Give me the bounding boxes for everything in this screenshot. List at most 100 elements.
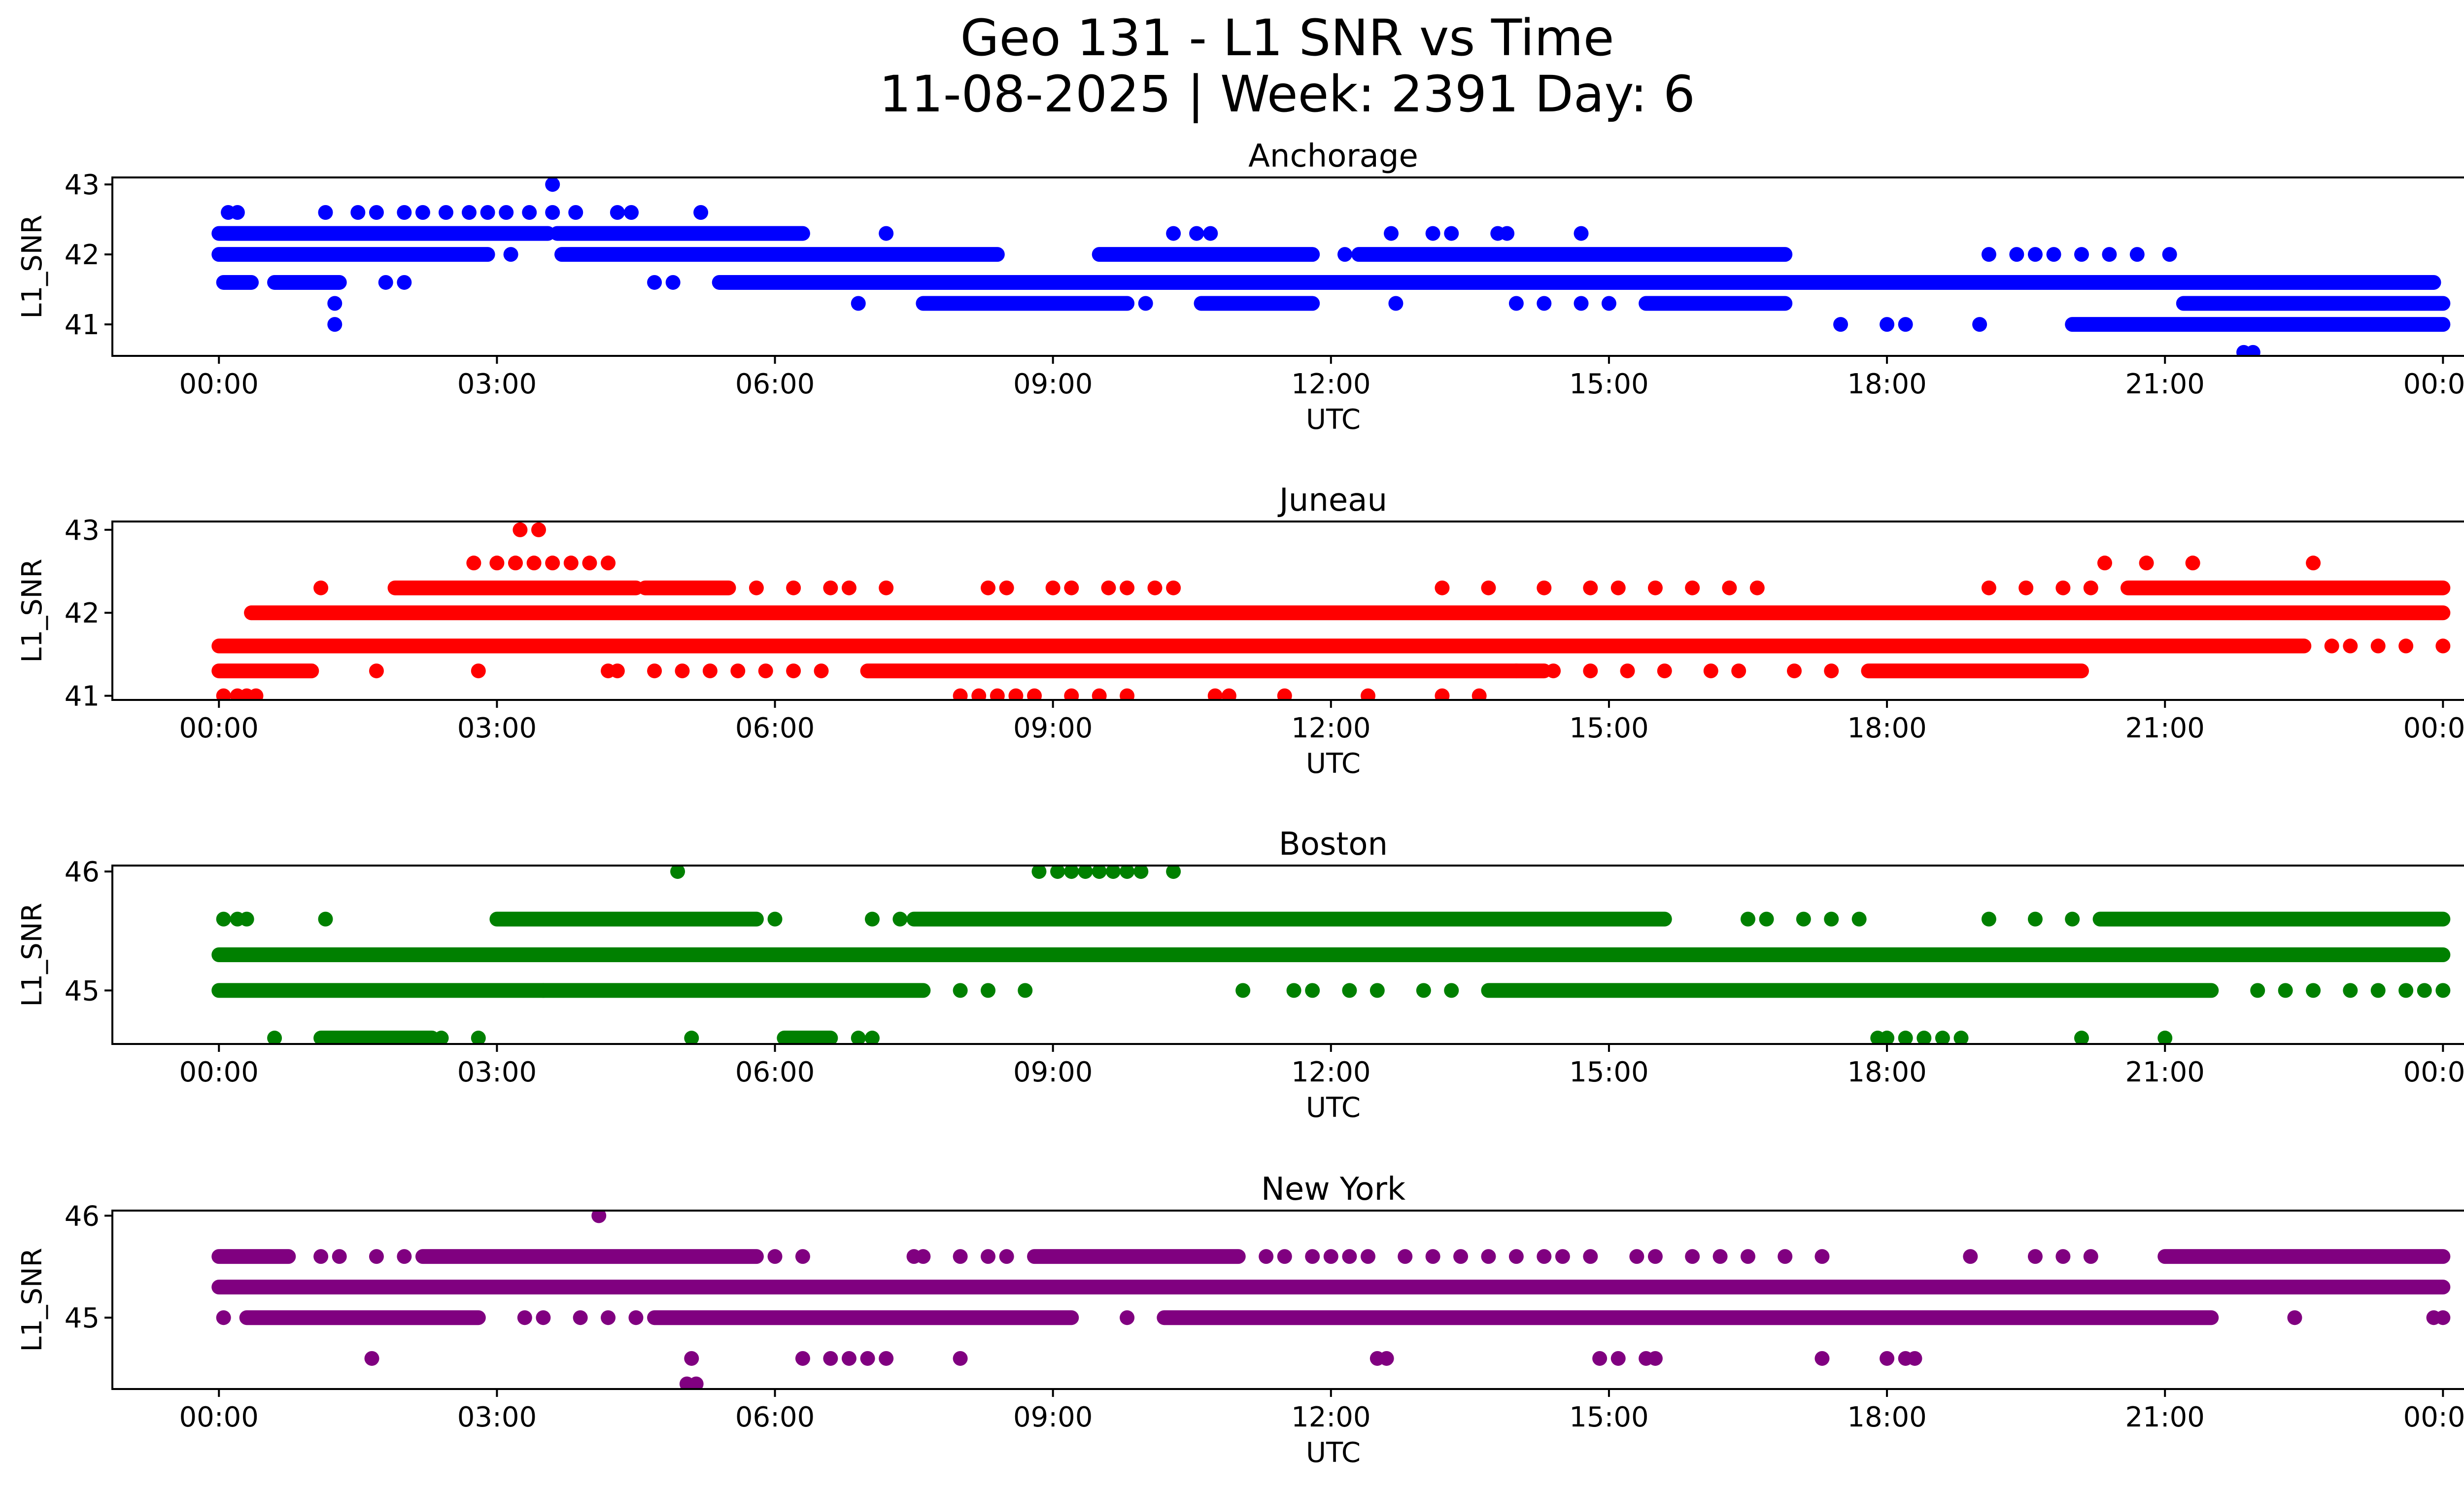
data-point <box>415 205 430 220</box>
data-point <box>1444 983 1459 998</box>
x-tick-label: 00:00 <box>2403 1401 2464 1433</box>
data-point <box>1384 226 1399 241</box>
data-point <box>2139 556 2154 571</box>
data-point <box>1907 1351 1922 1366</box>
data-point <box>1824 911 1839 927</box>
axes-frame <box>111 1210 2464 1390</box>
data-point <box>1092 688 1107 700</box>
data-point <box>1078 866 1093 879</box>
data-point <box>1583 663 1598 679</box>
data-point <box>1101 580 1116 595</box>
data-point <box>2435 983 2451 998</box>
data-point <box>1031 866 1047 879</box>
data-point <box>2097 556 2112 571</box>
data-point <box>1481 580 1496 595</box>
data-point <box>851 1030 866 1044</box>
data-point <box>2027 247 2043 262</box>
data-point <box>2287 1310 2302 1325</box>
data-point <box>1583 1249 1598 1264</box>
data-point <box>332 1249 347 1264</box>
data-point <box>1259 1249 1274 1264</box>
x-tick-label: 21:00 <box>2125 1401 2205 1433</box>
data-point <box>2398 983 2414 998</box>
data-point <box>1323 1249 1338 1264</box>
x-tick-label: 15:00 <box>1569 368 1648 400</box>
data-point <box>1981 911 1996 927</box>
data-point <box>953 688 968 700</box>
data-point <box>2019 580 2034 595</box>
data-point <box>2074 247 2089 262</box>
data-point <box>981 983 996 998</box>
data-point <box>1379 1351 1394 1366</box>
x-tick-label: 03:00 <box>457 712 537 744</box>
data-point <box>823 580 838 595</box>
data-point <box>216 911 231 927</box>
data-point <box>2264 275 2279 290</box>
data-point <box>610 205 625 220</box>
data-point <box>397 205 412 220</box>
x-tick-label: 21:00 <box>2125 368 2205 400</box>
x-tick-label: 00:00 <box>179 712 259 744</box>
x-tick-label: 09:00 <box>1013 1401 1093 1433</box>
x-tick-label: 06:00 <box>735 368 815 400</box>
x-tick-label: 21:00 <box>2125 712 2205 744</box>
x-tick-label: 18:00 <box>1847 368 1926 400</box>
data-point <box>749 580 764 595</box>
panel-title: Boston <box>1279 826 1388 863</box>
data-point <box>1647 1249 1663 1264</box>
x-axis-label: UTC <box>1306 404 1361 436</box>
data-point <box>1008 688 1024 700</box>
data-point <box>2278 983 2293 998</box>
data-point <box>2055 1249 2071 1264</box>
data-point <box>841 1351 856 1366</box>
data-point <box>545 177 560 192</box>
data-point <box>239 911 254 927</box>
data-point <box>1963 1249 1978 1264</box>
data-point <box>1064 688 1079 700</box>
data-point <box>1444 226 1459 241</box>
data-point <box>318 911 333 927</box>
data-point <box>1851 911 1867 927</box>
data-point <box>313 580 329 595</box>
data-point <box>1120 580 1135 595</box>
data-point <box>684 1030 699 1044</box>
data-point <box>1050 866 1065 879</box>
data-point <box>1898 317 1913 332</box>
data-point <box>2129 247 2145 262</box>
data-point <box>730 663 746 679</box>
data-point <box>216 688 231 700</box>
data-point <box>1064 580 1079 595</box>
data-point <box>1105 866 1121 879</box>
data-point <box>2398 638 2414 654</box>
data-point <box>466 556 481 571</box>
data-point <box>2102 247 2117 262</box>
data-point <box>1064 866 1079 879</box>
x-tick-label: 00:00 <box>2403 368 2464 400</box>
data-point <box>369 1249 384 1264</box>
data-point <box>434 1030 449 1044</box>
data-point <box>1592 1351 1608 1366</box>
data-point <box>823 1351 838 1366</box>
data-point <box>1796 911 1811 927</box>
data-point <box>688 1376 704 1389</box>
data-point <box>999 1249 1014 1264</box>
data-point <box>864 911 880 927</box>
data-point <box>1759 911 1774 927</box>
data-point <box>2250 983 2265 998</box>
data-point <box>2083 1249 2098 1264</box>
data-point <box>1369 983 1385 998</box>
x-tick-label: 09:00 <box>1013 368 1093 400</box>
x-tick-label: 03:00 <box>457 368 537 400</box>
data-point <box>1787 663 1802 679</box>
data-point <box>216 1310 231 1325</box>
data-point <box>1610 580 1626 595</box>
data-point <box>369 663 384 679</box>
data-point <box>795 1351 810 1366</box>
data-point <box>471 663 486 679</box>
data-point <box>2074 1030 2089 1044</box>
data-point <box>786 663 801 679</box>
x-axis-label: UTC <box>1306 748 1361 780</box>
x-tick-label: 12:00 <box>1291 1401 1370 1433</box>
x-tick-label: 09:00 <box>1013 712 1093 744</box>
x-tick-label: 03:00 <box>457 1056 537 1088</box>
